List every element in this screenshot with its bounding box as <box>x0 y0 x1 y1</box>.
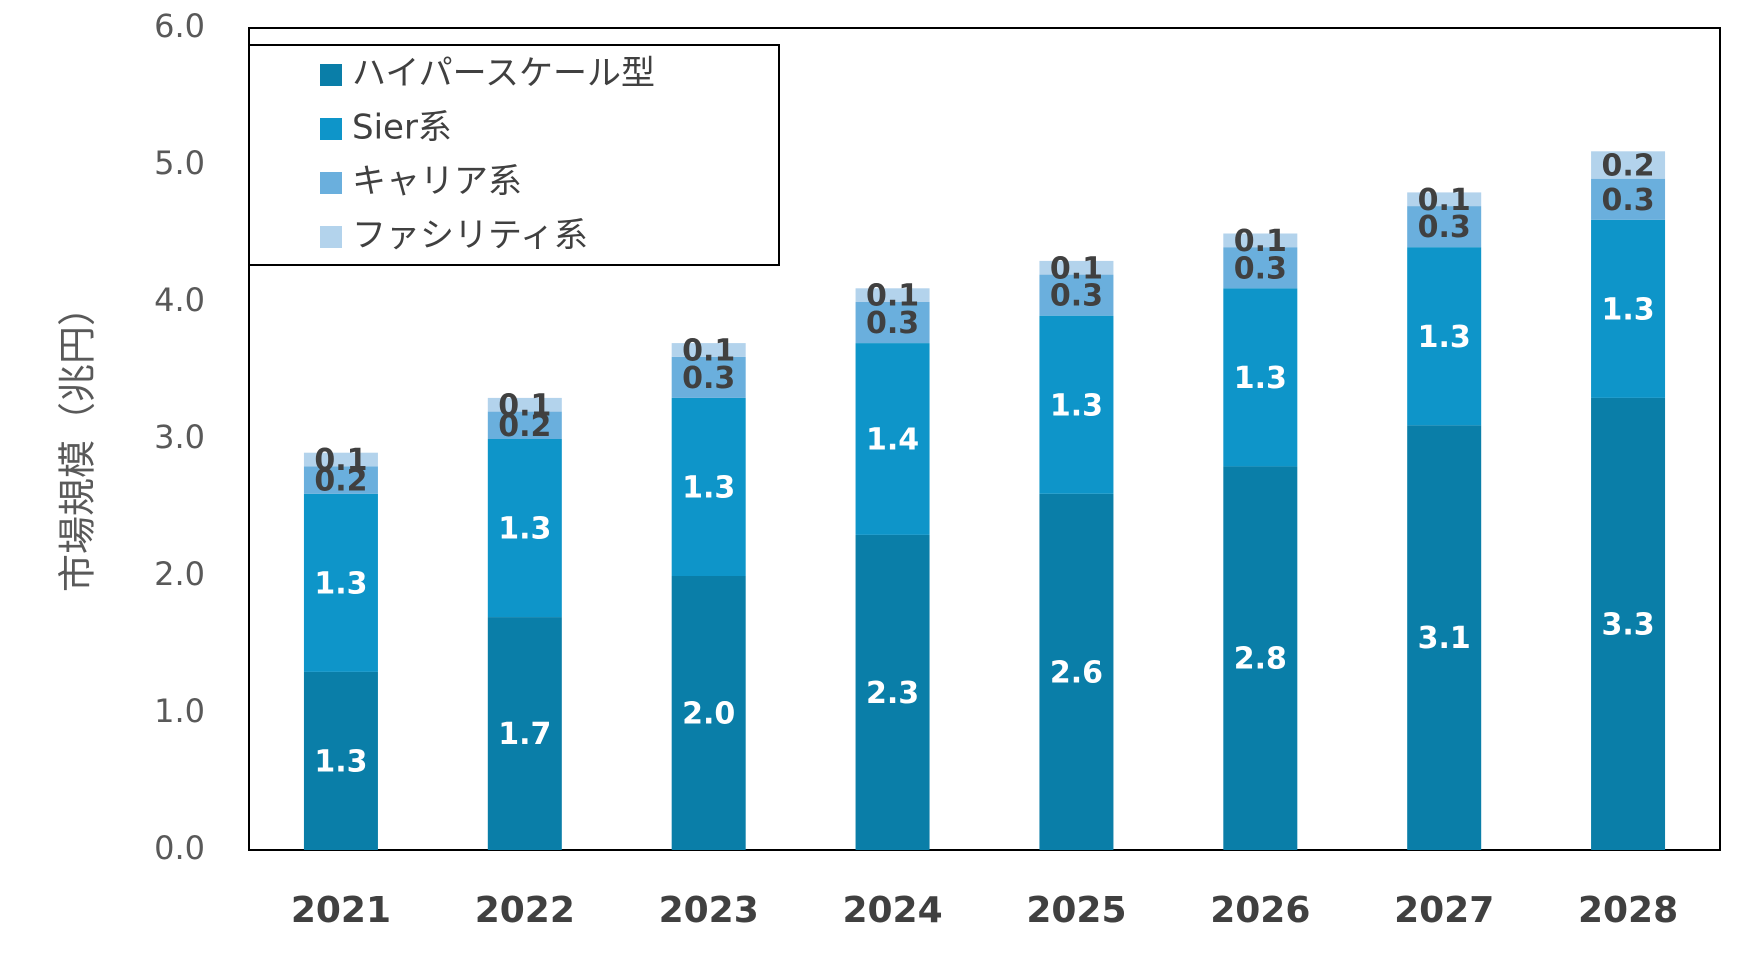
bar-segment <box>1223 466 1298 850</box>
bar-segment <box>1407 425 1482 850</box>
data-label: 1.3 <box>314 566 367 601</box>
x-tick-label: 2021 <box>291 890 391 931</box>
x-axis-ticks: 2021 2022 2023 2024 2025 2026 2027 2028 <box>291 890 1678 931</box>
data-label: 0.2 <box>1601 149 1654 184</box>
bar-segment <box>1223 233 1298 248</box>
data-label: 2.3 <box>866 676 919 711</box>
data-labels-group: 1.31.30.20.11.71.30.20.12.01.30.30.12.31… <box>314 149 1654 780</box>
legend-label: キャリア系 <box>352 162 522 202</box>
legend-swatch <box>320 226 342 248</box>
data-label: 2.6 <box>1050 655 1103 690</box>
y-tick-label: 6.0 <box>154 7 205 45</box>
data-label: 1.3 <box>1601 292 1654 327</box>
plot-area-frame <box>248 27 1721 851</box>
data-label: 1.3 <box>1418 320 1471 355</box>
x-tick-label: 2026 <box>1210 890 1310 931</box>
x-tick-label: 2025 <box>1026 890 1126 931</box>
data-label: 0.1 <box>314 443 367 478</box>
legend-swatch <box>320 118 342 140</box>
legend-swatch <box>320 172 342 194</box>
x-tick-label: 2028 <box>1578 890 1678 931</box>
bar-segment <box>1407 192 1482 207</box>
bar-segment <box>855 288 930 302</box>
bar-segment <box>1591 178 1666 220</box>
bar-segment <box>303 466 378 494</box>
y-tick-label: 3.0 <box>154 418 205 456</box>
data-label: 2.0 <box>682 697 735 732</box>
bar-segment <box>1039 274 1114 316</box>
data-label: 0.3 <box>1418 210 1471 245</box>
bar-segment <box>855 343 930 535</box>
x-tick-label: 2022 <box>475 890 575 931</box>
y-tick-label: 0.0 <box>154 829 205 867</box>
data-label: 1.3 <box>314 744 367 779</box>
bar-segment <box>1223 247 1298 289</box>
data-label: 0.1 <box>866 279 919 314</box>
data-label: 2.8 <box>1234 642 1287 677</box>
data-label: 3.3 <box>1601 607 1654 642</box>
bar-segment <box>303 671 378 850</box>
y-axis-ticks: 0.0 1.0 2.0 3.0 4.0 5.0 6.0 <box>154 7 205 867</box>
bar-segment <box>1591 397 1666 850</box>
data-label: 0.3 <box>1601 183 1654 218</box>
data-label: 3.1 <box>1418 621 1471 656</box>
data-label: 1.4 <box>866 423 919 458</box>
x-tick-label: 2024 <box>842 890 942 931</box>
bar-segment <box>671 356 746 398</box>
y-tick-label: 4.0 <box>154 281 205 319</box>
bar-segment <box>487 411 562 439</box>
data-label: 1.3 <box>1050 388 1103 423</box>
bar-segment <box>487 397 562 412</box>
bar-segment <box>671 576 746 850</box>
data-label: 0.1 <box>1418 183 1471 218</box>
data-label: 1.3 <box>682 470 735 505</box>
data-label: 0.3 <box>1050 279 1103 314</box>
y-tick-label: 2.0 <box>154 555 205 593</box>
bars-group <box>303 151 1666 850</box>
y-tick-label: 1.0 <box>154 692 205 730</box>
bar-segment <box>855 534 930 850</box>
bar-segment <box>1039 315 1114 494</box>
bar-segment <box>1223 288 1298 467</box>
data-label: 1.3 <box>1234 361 1287 396</box>
legend-swatch <box>320 64 342 86</box>
bar-segment <box>487 617 562 850</box>
bar-segment <box>1039 493 1114 850</box>
bar-segment <box>303 493 378 672</box>
data-label: 0.2 <box>314 464 367 499</box>
data-label: 0.1 <box>1234 224 1287 259</box>
x-tick-label: 2023 <box>659 890 759 931</box>
bar-segment <box>1591 151 1666 179</box>
legend-label: ハイパースケール型 <box>352 54 655 94</box>
bar-segment <box>1039 260 1114 275</box>
data-label: 0.1 <box>682 333 735 368</box>
data-label: 1.3 <box>498 512 551 547</box>
bar-segment <box>487 439 562 618</box>
x-tick-label: 2027 <box>1394 890 1494 931</box>
bar-segment <box>671 397 746 576</box>
legend-label: Sier系 <box>352 108 452 148</box>
y-axis-label: 市場規模（兆円） <box>56 288 100 592</box>
bar-segment <box>1407 247 1482 426</box>
bar-segment <box>1407 206 1482 248</box>
legend-label: ファシリティ系 <box>352 216 588 256</box>
data-label: 0.3 <box>682 361 735 396</box>
bar-segment <box>1591 219 1666 398</box>
y-tick-label: 5.0 <box>154 144 205 182</box>
bar-segment <box>671 343 746 357</box>
data-label: 0.3 <box>1234 251 1287 286</box>
data-label: 1.7 <box>498 717 551 752</box>
bar-segment <box>855 302 930 344</box>
data-label: 0.1 <box>498 388 551 423</box>
data-label: 0.3 <box>866 306 919 341</box>
bar-segment <box>303 452 378 467</box>
data-label: 0.2 <box>498 409 551 444</box>
data-label: 0.1 <box>1050 251 1103 286</box>
